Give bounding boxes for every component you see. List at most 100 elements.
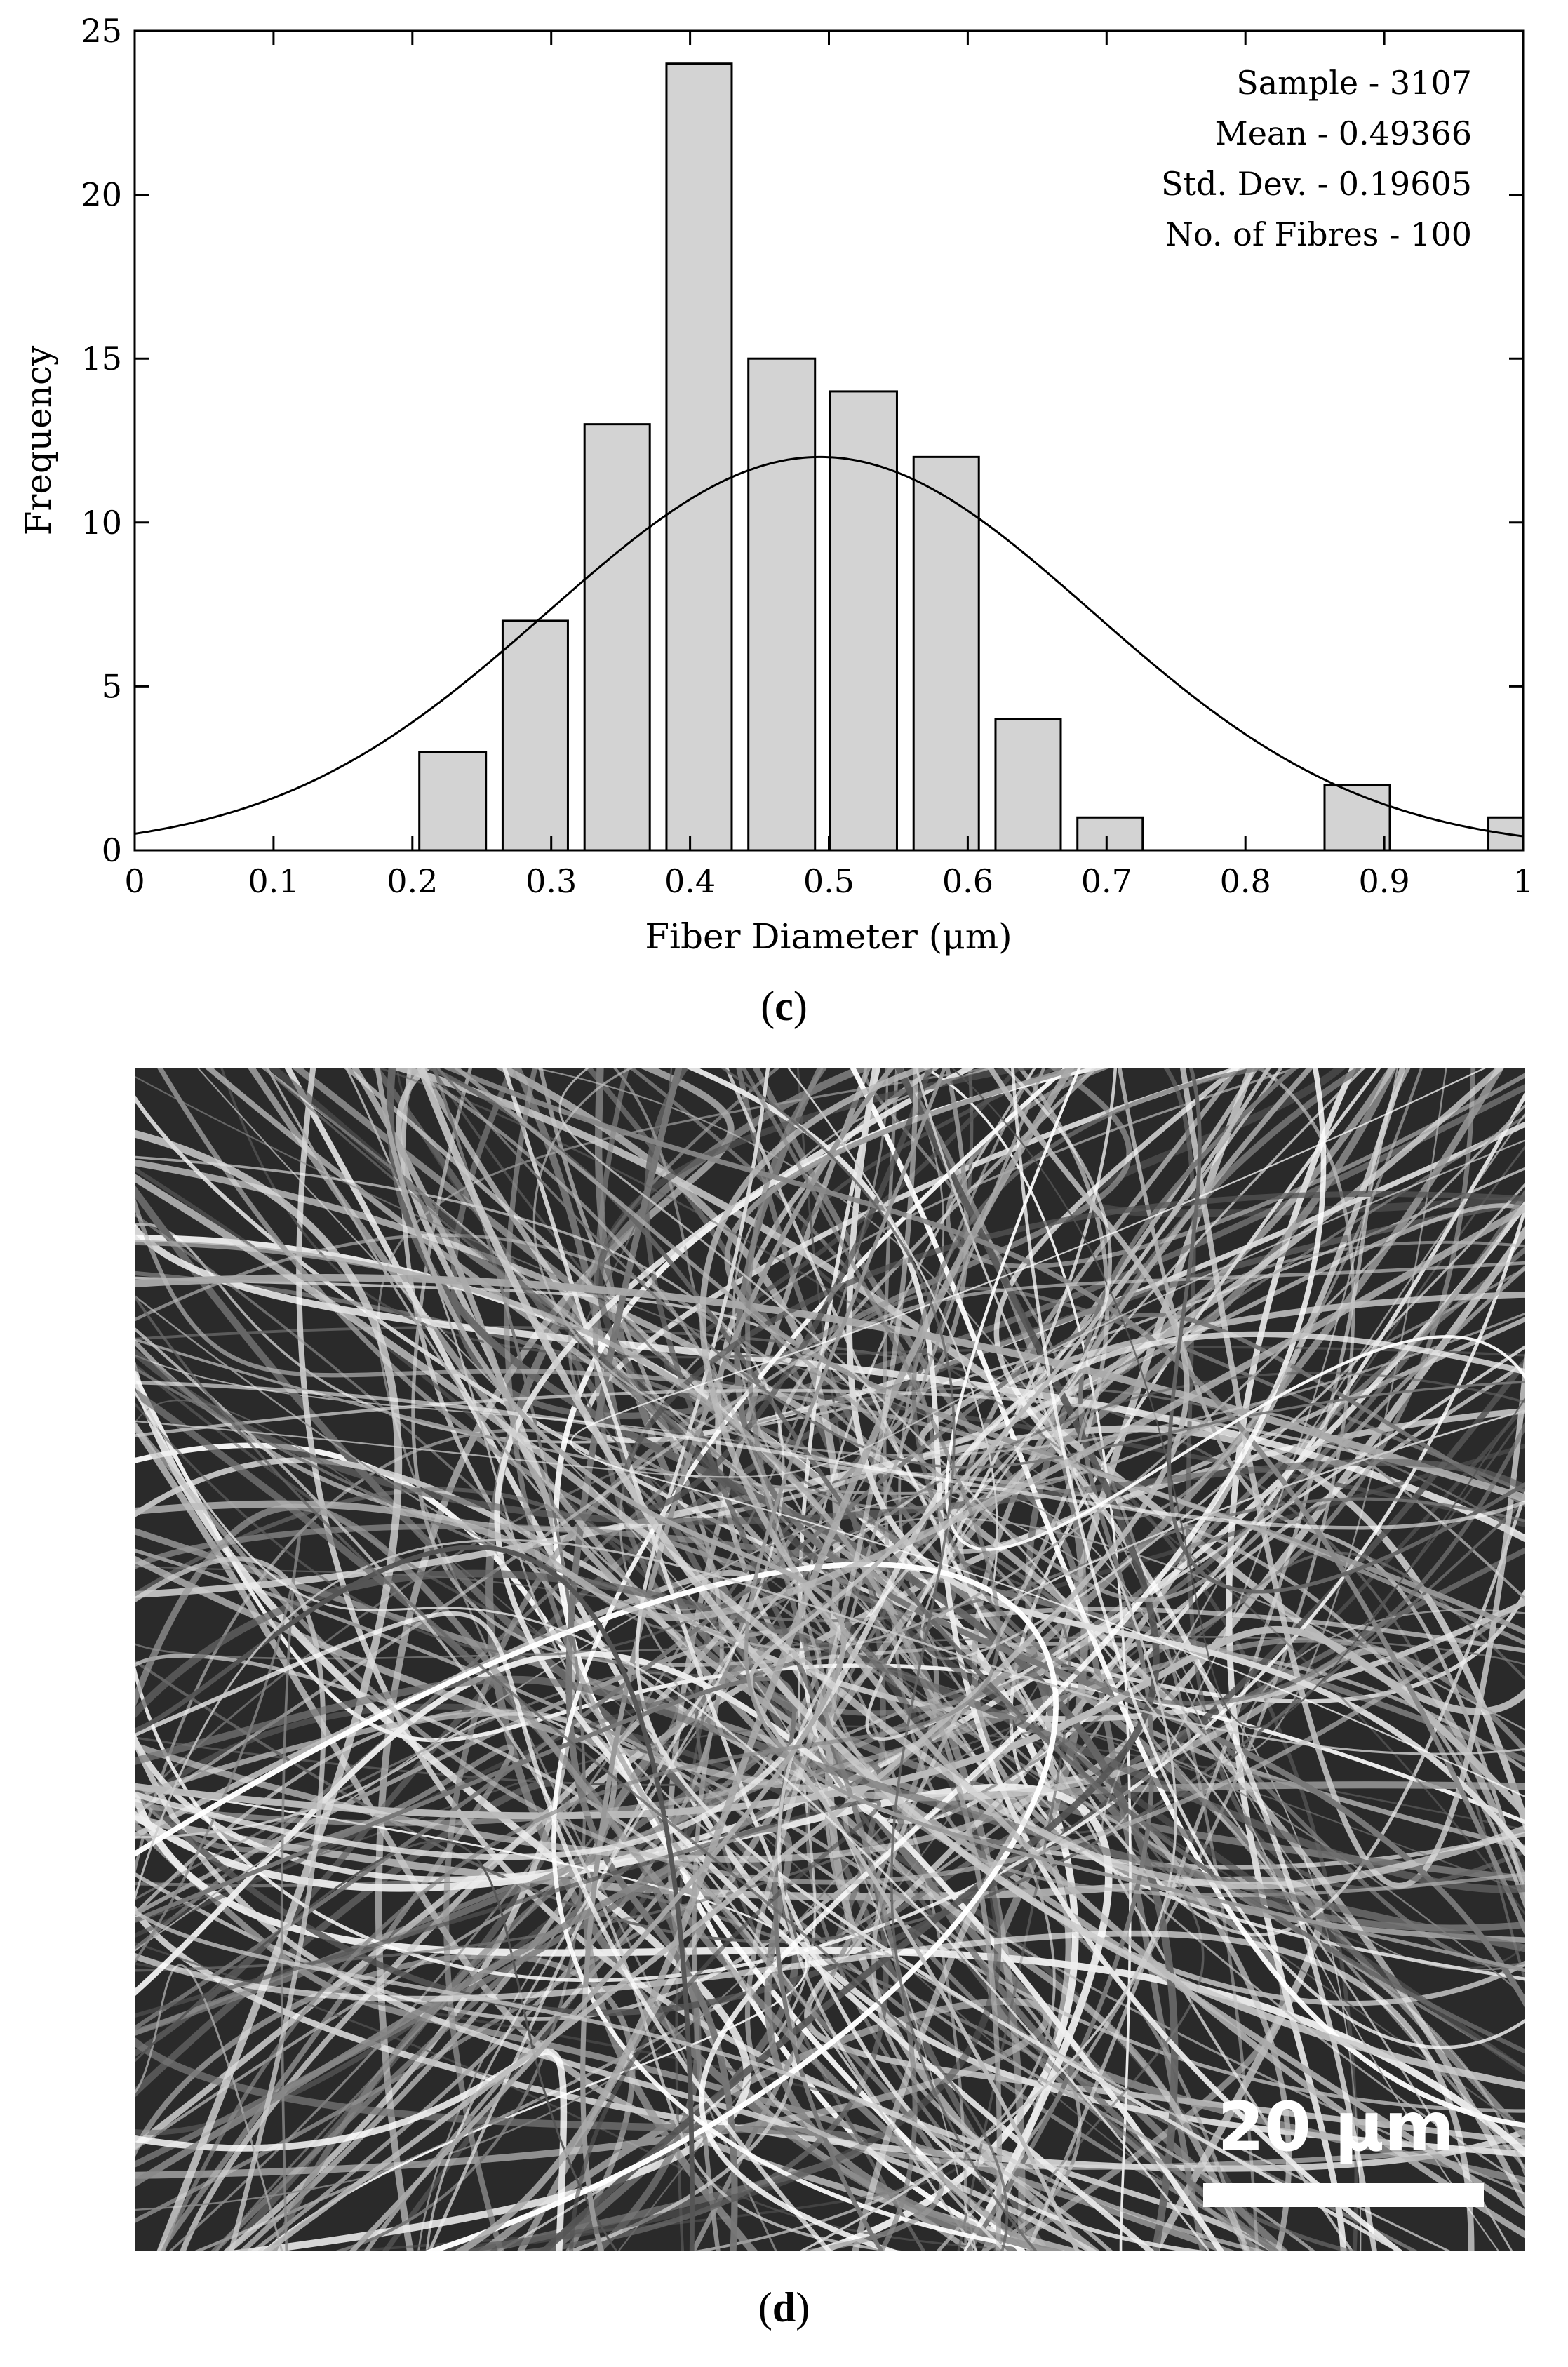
fiber-strand [135,1155,785,2251]
fiber-strand [719,1068,1038,2251]
histogram-bar [912,455,980,852]
x-tick-label: 0.1 [248,862,299,900]
x-tick-label: 1 [1513,862,1533,900]
fiber-strand [699,1068,1327,2251]
fiber-strand [504,1068,945,2251]
fiber-strand [135,1908,1113,2251]
fiber-strand [135,1535,301,2251]
x-tick-label: 0.4 [664,862,716,900]
fiber-strand [1076,1068,1525,1520]
x-tick-label: 0.7 [1081,862,1132,900]
fiber-strand [135,1625,1525,1820]
histogram-bar [1323,784,1391,852]
histogram-bar [747,357,817,852]
fiber-strand [135,1952,636,2251]
scale-bar [1203,2183,1484,2207]
fiber-strand [453,1068,1525,1602]
fiber-strand [442,1068,1525,1936]
histogram-bar [1076,816,1144,852]
fiber-strand [135,1233,1525,2170]
fiber-strand [135,1729,1525,2211]
fiber-strand [135,1675,1525,1952]
histogram-bar [665,62,733,852]
x-tick-label: 0.5 [803,862,855,900]
fiber-strand [724,1068,1525,1635]
fiber-strand [1167,1068,1525,1594]
y-tick-label: 25 [81,12,122,50]
normal-fit-curve [134,455,1524,838]
fiber-strand [583,1068,1397,2251]
fiber-strand [135,1637,1525,1826]
fiber-strand [387,1068,1525,1715]
fiber-strand [135,1422,1525,1885]
fiber-strand [558,1068,1513,2251]
fiber-strand [744,1068,1525,1973]
y-tick-label: 10 [81,504,122,542]
fiber-strand [863,1068,1259,2251]
fiber-strand [945,1068,1525,1551]
histogram-bar [418,751,488,852]
fiber-strand [135,1611,832,2251]
histogram-bar [829,390,898,852]
fiber-strand [135,1798,882,2251]
y-tick-label: 5 [102,667,122,705]
fiber-strand [950,1068,1525,1729]
fiber-strand [262,1068,1190,2251]
fiber-strand [570,1068,1525,1797]
x-tick-label: 0.2 [387,862,438,900]
fiber-strand [135,1562,1059,2251]
fiber-strand [846,1068,1525,1857]
fiber-strand [1162,1068,1525,1891]
panel-label-c: (c) [760,983,808,1029]
annotation-fibre-count: No. of Fibres - 100 [1165,215,1472,253]
fiber-strand [1011,1068,1525,2049]
y-tick-label: 20 [81,176,122,214]
x-tick-label: 0.9 [1359,862,1410,900]
plot-frame [133,29,1525,852]
panel-label-d: (d) [758,2284,810,2331]
fiber-strand [777,1068,1112,2251]
fiber-strand [865,1068,1525,1741]
fiber-strand [135,1545,695,2251]
fiber-strand [135,1174,1525,1890]
fiber-strand [621,1068,1525,1512]
fiber-strand [135,1538,1525,1903]
histogram-chart: 0 0.1 0.2 0.3 0.4 0.5 0.6 0.7 0.8 0.9 10510152025 … [18,12,1534,957]
histogram-bar [994,718,1062,852]
annotation-sample: Sample - 3107 [1236,64,1472,102]
fiber-strand [135,1240,1003,2251]
fiber-strand [786,1068,1525,1606]
bars-group [418,62,1525,852]
fiber-strand [455,1068,1076,2251]
histogram-bar [583,423,651,852]
y-axis-label: Frequency [18,345,59,535]
fiber-strand [135,1139,1525,1478]
x-tick-label: 0.3 [525,862,577,900]
x-tick-label: 0.8 [1220,862,1271,900]
y-tick-label: 0 [102,831,122,869]
histogram-bar [501,619,569,852]
fiber-strand [135,1327,902,2251]
annotation-std-dev: Std. Dev. - 0.19605 [1161,165,1472,203]
sem-micrograph: 20 μm [135,1068,1525,2251]
fiber-strand [135,1380,1525,1530]
fiber-strand [580,1068,895,2251]
fiber-strand [135,1654,798,2251]
fiber-strand [406,1068,1525,1898]
fiber-strand [911,1068,1525,1706]
fiber-strand [247,1068,1250,2251]
fiber-strand [135,1556,326,2251]
fiber-strand [551,1068,1071,2251]
fiber-strand [417,1068,1525,2090]
fiber-strand [699,1068,1525,2239]
x-axis-label: Fiber Diameter (μm) [645,916,1012,957]
fiber-strand [135,1388,702,2251]
x-tick-label: 0 [124,862,145,900]
fiber-strand [135,1930,1475,2251]
fiber-strand [377,1068,998,2251]
scale-bar-label: 20 μm [1217,2088,1454,2166]
fiber-strand [135,1204,1525,1621]
fiber-strand [135,1159,1525,2208]
annotation-mean: Mean - 0.49366 [1215,114,1472,152]
